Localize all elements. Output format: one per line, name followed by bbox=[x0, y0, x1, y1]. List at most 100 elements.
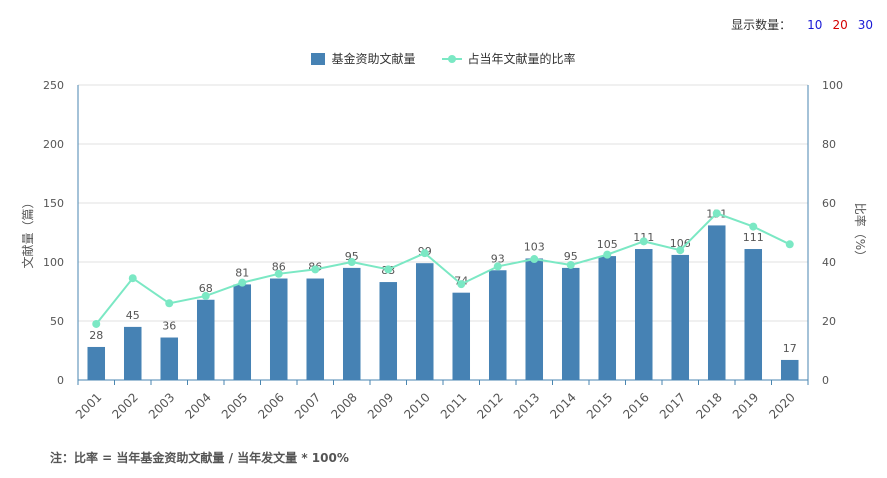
bar-value-label: 103 bbox=[524, 240, 545, 253]
x-tick-label: 2015 bbox=[584, 390, 615, 421]
rate-point bbox=[566, 260, 575, 269]
bar bbox=[634, 249, 653, 380]
bar bbox=[269, 278, 288, 380]
y-tick-label-right: 0 bbox=[822, 374, 829, 387]
bar bbox=[87, 346, 106, 380]
x-tick-label: 2007 bbox=[292, 390, 323, 421]
x-tick-label: 2013 bbox=[511, 390, 542, 421]
bar bbox=[488, 270, 507, 380]
y-tick-label-right: 60 bbox=[822, 197, 836, 210]
bar-value-label: 68 bbox=[199, 282, 213, 295]
legend-item-bar-series[interactable]: 基金资助文献量 bbox=[311, 50, 416, 67]
bar bbox=[671, 254, 690, 380]
bar-value-label: 95 bbox=[345, 250, 359, 263]
y-tick-label-left: 0 bbox=[57, 374, 64, 387]
x-tick-label: 2003 bbox=[146, 390, 177, 421]
x-tick-label: 2009 bbox=[365, 390, 396, 421]
bar-value-label: 36 bbox=[162, 320, 176, 333]
rate-point bbox=[165, 299, 174, 308]
x-tick-label: 2005 bbox=[219, 390, 250, 421]
legend-line-swatch bbox=[441, 53, 462, 65]
x-tick-label: 2020 bbox=[766, 390, 797, 421]
bar bbox=[561, 267, 580, 380]
x-tick-label: 2011 bbox=[438, 390, 469, 421]
y-axis-title-right: 比率（%） bbox=[853, 203, 868, 262]
display-count-option-10[interactable]: 10 bbox=[807, 17, 823, 32]
bar-value-label: 105 bbox=[597, 238, 618, 251]
bar-value-label: 111 bbox=[743, 231, 764, 244]
rate-point bbox=[274, 269, 283, 278]
bar bbox=[123, 326, 142, 380]
rate-line bbox=[95, 212, 791, 325]
bar bbox=[452, 292, 471, 380]
x-tick-label: 2019 bbox=[730, 390, 761, 421]
y-tick-label-left: 150 bbox=[43, 197, 64, 210]
bar-value-label: 106 bbox=[670, 237, 691, 250]
bar bbox=[233, 284, 252, 380]
rate-point bbox=[493, 262, 502, 271]
display-count-label: 显示数量： bbox=[731, 18, 792, 32]
legend-item-line-series[interactable]: 占当年文献量的比率 bbox=[441, 50, 576, 67]
x-tick-label: 2001 bbox=[73, 390, 104, 421]
x-tick-label: 2008 bbox=[328, 390, 359, 421]
rate-point bbox=[749, 222, 758, 231]
display-count-option-20[interactable]: 20 bbox=[832, 17, 848, 32]
x-tick-label: 2006 bbox=[255, 390, 286, 421]
x-tick-label: 2014 bbox=[547, 390, 578, 421]
bar bbox=[707, 225, 726, 380]
legend-line-label: 占当年文献量的比率 bbox=[467, 52, 576, 66]
x-tick-label: 2017 bbox=[657, 390, 688, 421]
legend-bar-label: 基金资助文献量 bbox=[331, 52, 416, 66]
rate-point bbox=[420, 249, 429, 258]
y-tick-label-left: 200 bbox=[43, 138, 64, 151]
bar bbox=[780, 359, 799, 380]
rate-point bbox=[128, 274, 137, 283]
x-tick-label: 2002 bbox=[109, 390, 140, 421]
bar bbox=[525, 258, 544, 380]
rate-point bbox=[676, 246, 685, 255]
bar bbox=[744, 249, 763, 380]
bar bbox=[160, 337, 179, 380]
rate-point bbox=[603, 250, 612, 259]
footnote: 注：比率 = 当年基金资助文献量 / 当年发文量 * 100% bbox=[50, 451, 349, 465]
rate-point bbox=[639, 237, 648, 246]
bar-value-label: 81 bbox=[235, 266, 249, 279]
x-tick-label: 2018 bbox=[693, 390, 724, 421]
rate-point bbox=[92, 319, 101, 328]
legend-bar-swatch bbox=[311, 52, 326, 65]
y-tick-label-right: 20 bbox=[822, 315, 836, 328]
bar-value-label: 28 bbox=[89, 329, 103, 342]
x-tick-label: 2004 bbox=[182, 390, 213, 421]
rate-point bbox=[712, 209, 721, 218]
x-tick-label: 2012 bbox=[474, 390, 505, 421]
rate-point bbox=[384, 265, 393, 274]
rate-point bbox=[530, 255, 539, 264]
bar bbox=[196, 299, 215, 380]
bar bbox=[306, 278, 325, 380]
y-tick-label-left: 50 bbox=[50, 315, 64, 328]
y-axis-title-left: 文献量（篇） bbox=[20, 196, 35, 268]
bar bbox=[598, 256, 617, 380]
chart-legend: 基金资助文献量 占当年文献量的比率 bbox=[0, 50, 887, 67]
bar bbox=[415, 263, 434, 380]
bar-value-label: 93 bbox=[491, 252, 505, 265]
bar-value-label: 45 bbox=[126, 309, 140, 322]
bar-value-label: 17 bbox=[783, 342, 797, 355]
y-tick-label-right: 100 bbox=[822, 79, 843, 92]
rate-point bbox=[785, 240, 794, 249]
y-tick-label-left: 250 bbox=[43, 79, 64, 92]
y-tick-label-right: 40 bbox=[822, 256, 836, 269]
rate-point bbox=[201, 291, 210, 300]
x-tick-label: 2010 bbox=[401, 390, 432, 421]
y-tick-label-right: 80 bbox=[822, 138, 836, 151]
y-tick-label-left: 100 bbox=[43, 256, 64, 269]
display-count-selector: 显示数量： 10 20 30 bbox=[731, 16, 873, 33]
rate-point bbox=[238, 278, 247, 287]
display-count-option-30[interactable]: 30 bbox=[857, 17, 873, 32]
rate-point bbox=[311, 265, 320, 274]
rate-point bbox=[457, 280, 466, 289]
x-tick-label: 2016 bbox=[620, 390, 651, 421]
bar bbox=[342, 267, 361, 380]
rate-point bbox=[347, 258, 356, 266]
